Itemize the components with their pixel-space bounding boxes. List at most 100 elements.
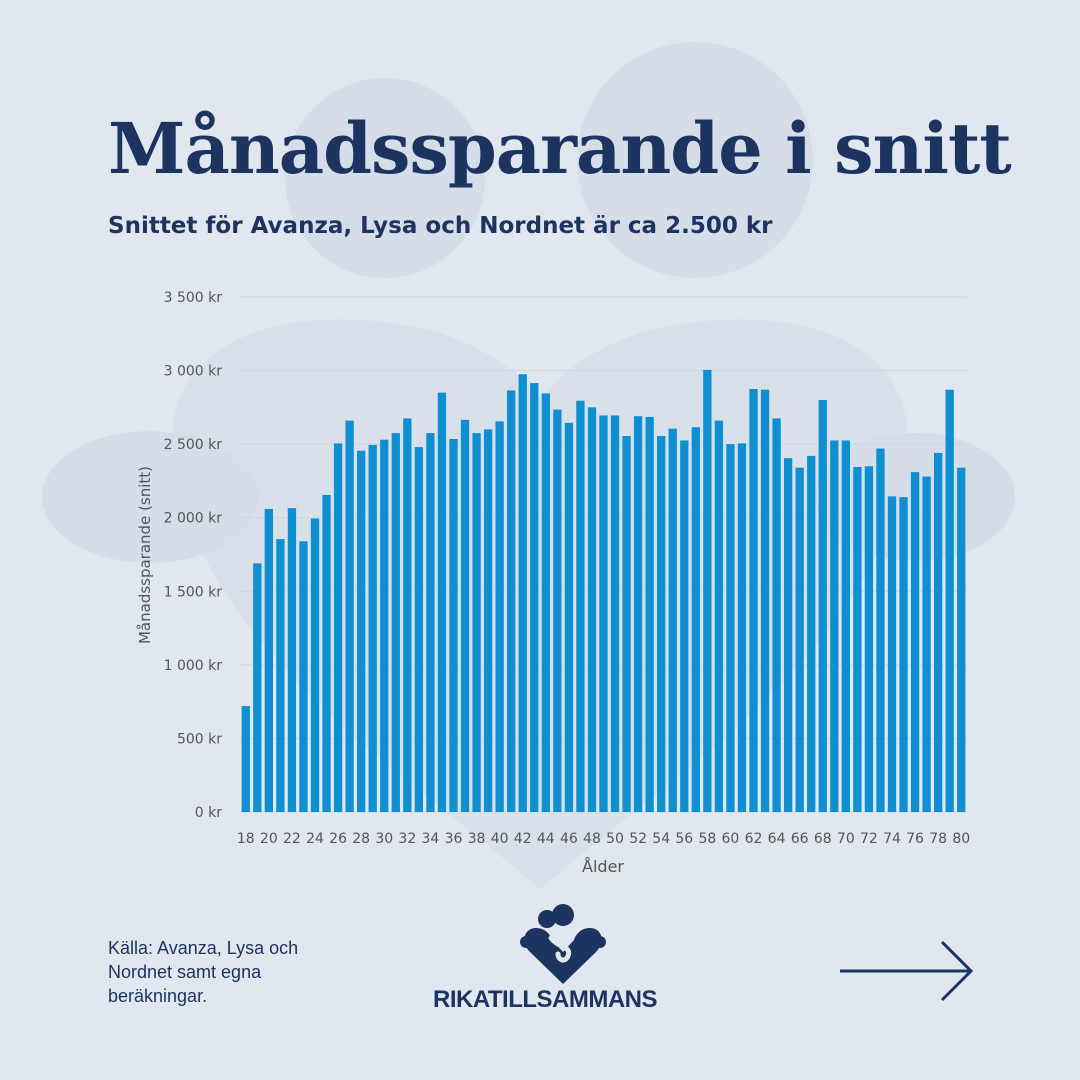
x-tick-label: 36 <box>445 831 463 847</box>
bar-age-29 <box>368 444 377 812</box>
brand-logo: RIKATILLSAMMANS <box>420 900 670 1020</box>
bar-age-75 <box>899 497 908 812</box>
x-tick-label: 50 <box>606 831 624 847</box>
bar-chart: 0 kr 500 kr 1 000 kr 1 500 kr 2 000 kr 2 500 … <box>136 290 970 876</box>
bar-age-77 <box>922 476 931 812</box>
x-tick-label: 42 <box>514 831 532 847</box>
bar-age-52 <box>633 416 643 812</box>
bar-age-71 <box>853 466 862 812</box>
bar-age-32 <box>403 418 412 812</box>
bar-age-26 <box>333 443 343 812</box>
bar-age-45 <box>553 409 562 812</box>
bar-age-44 <box>541 393 550 812</box>
bar-age-37 <box>460 419 470 812</box>
x-tick-label: 58 <box>698 831 716 847</box>
bar-age-76 <box>910 472 920 812</box>
bar-age-47 <box>576 400 585 812</box>
y-tick-label: 500 kr <box>177 731 222 747</box>
bar-age-68 <box>818 400 827 812</box>
bar-age-42 <box>518 374 527 812</box>
y-tick-label: 3 500 kr <box>164 290 223 306</box>
bar-age-78 <box>934 452 943 812</box>
x-tick-label: 32 <box>398 831 416 847</box>
bar-age-33 <box>414 447 424 812</box>
bar-age-73 <box>876 448 885 812</box>
bar-age-69 <box>830 440 839 812</box>
x-tick-label: 22 <box>283 831 301 847</box>
bar-age-43 <box>530 383 539 812</box>
bar-age-57 <box>691 427 700 812</box>
y-tick-label: 0 kr <box>195 805 222 821</box>
bar-age-28 <box>357 450 366 812</box>
x-tick-label: 28 <box>352 831 370 847</box>
x-tick-label: 18 <box>237 831 255 847</box>
bar-age-34 <box>426 433 435 812</box>
bar-age-18 <box>241 706 250 812</box>
x-tick-label: 38 <box>468 831 486 847</box>
bar-age-41 <box>507 390 516 812</box>
y-tick-label: 3 000 kr <box>164 364 223 380</box>
bar-age-66 <box>795 467 804 812</box>
bar-age-56 <box>680 440 689 812</box>
x-tick-label: 64 <box>768 831 786 847</box>
bar-age-51 <box>622 436 631 812</box>
bar-age-65 <box>783 458 793 812</box>
brand-name: RIKATILLSAMMANS <box>432 986 658 1013</box>
bar-age-50 <box>610 415 620 812</box>
bar-age-61 <box>737 443 747 812</box>
bar-age-25 <box>322 494 331 812</box>
y-tick-label: 2 500 kr <box>164 437 223 453</box>
bar-age-72 <box>864 466 874 812</box>
bar-age-58 <box>703 369 712 812</box>
x-tick-label: 70 <box>837 831 855 847</box>
bar-age-24 <box>310 518 320 812</box>
chart-bars <box>241 369 966 812</box>
x-tick-label: 78 <box>929 831 947 847</box>
bar-age-79 <box>945 389 954 812</box>
bar-age-62 <box>749 388 758 812</box>
bar-age-64 <box>772 418 781 812</box>
x-tick-label: 20 <box>260 831 278 847</box>
x-tick-label: 80 <box>952 831 970 847</box>
page-title: Månadssparande i snitt <box>108 107 1012 190</box>
bar-age-74 <box>887 496 897 812</box>
bar-age-31 <box>391 433 400 812</box>
x-tick-label: 44 <box>537 831 555 847</box>
x-tick-label: 30 <box>375 831 393 847</box>
bar-age-20 <box>264 508 273 812</box>
bar-age-48 <box>587 407 597 812</box>
x-tick-label: 54 <box>652 831 670 847</box>
x-tick-label: 52 <box>629 831 647 847</box>
x-axis-label: Ålder <box>582 857 624 876</box>
heart-people-logo-icon <box>520 904 606 984</box>
bar-age-39 <box>483 429 493 812</box>
bar-age-19 <box>253 563 262 812</box>
bar-age-38 <box>472 433 481 812</box>
x-tick-label: 76 <box>906 831 924 847</box>
arrow-right-icon[interactable] <box>838 940 978 1004</box>
x-tick-label: 56 <box>675 831 693 847</box>
x-tick-label: 74 <box>883 831 901 847</box>
page-subtitle: Snittet för Avanza, Lysa och Nordnet är … <box>108 213 773 239</box>
bar-age-27 <box>345 420 354 812</box>
x-tick-label: 60 <box>722 831 740 847</box>
x-tick-label: 46 <box>560 831 578 847</box>
bar-age-49 <box>599 415 608 812</box>
bar-age-35 <box>437 392 447 812</box>
x-tick-label: 72 <box>860 831 878 847</box>
x-tick-label: 24 <box>306 831 324 847</box>
x-tick-label: 26 <box>329 831 347 847</box>
source-note: Källa: Avanza, Lysa och Nordnet samt egn… <box>108 938 299 1006</box>
x-tick-label: 40 <box>491 831 509 847</box>
x-tick-label: 68 <box>814 831 832 847</box>
bar-age-40 <box>495 421 504 812</box>
x-tick-label: 34 <box>421 831 439 847</box>
bar-age-60 <box>726 444 735 812</box>
y-tick-label: 2 000 kr <box>164 511 223 527</box>
bar-age-30 <box>380 439 389 812</box>
bar-age-46 <box>564 422 574 812</box>
bar-age-53 <box>645 416 654 812</box>
y-axis-label: Månadssparande (snitt) <box>136 466 154 644</box>
bar-age-22 <box>287 508 297 812</box>
